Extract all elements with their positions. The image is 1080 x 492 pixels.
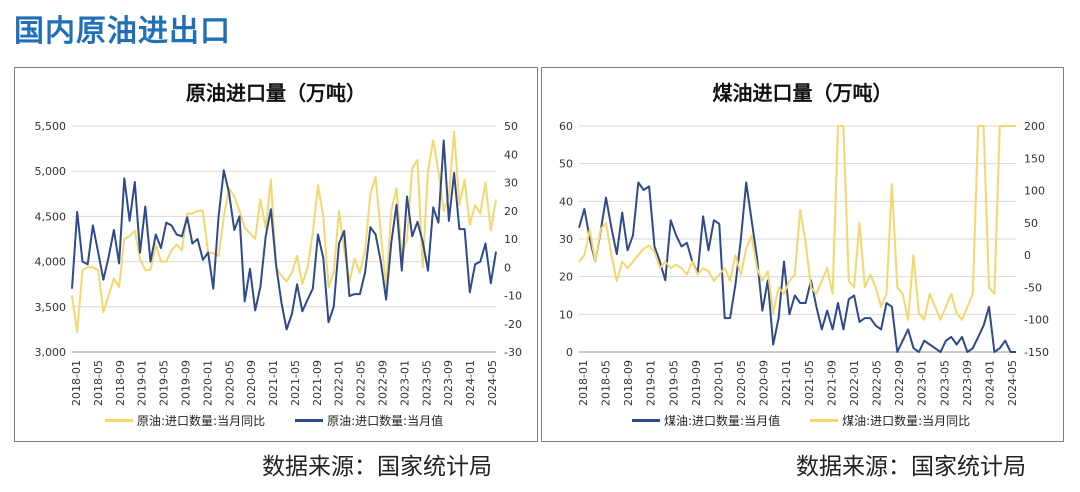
x-tick-label: 2018-09 — [114, 360, 127, 406]
y-right-tick-label: 150 — [1024, 152, 1045, 165]
y-right-tick-label: -100 — [1024, 314, 1049, 327]
y-right-tick-label: -30 — [504, 346, 522, 359]
x-tick-label: 2021-01 — [780, 360, 793, 406]
x-tick-label: 2021-01 — [267, 360, 280, 406]
y-right-tick-label: 0 — [1024, 249, 1031, 262]
x-tick-label: 2018-01 — [70, 360, 83, 406]
x-tick-label: 2022-09 — [377, 360, 390, 406]
y-right-tick-label: 20 — [504, 205, 518, 218]
x-tick-label: 2020-09 — [758, 360, 771, 406]
x-tick-label: 2022-01 — [333, 360, 346, 406]
legend-label-value: 原油:进口数量:当月值 — [327, 414, 444, 428]
y-right-tick-label: 50 — [1024, 217, 1038, 230]
y-right-tick-label: 50 — [504, 120, 518, 133]
legend-swatch-yoy — [105, 419, 133, 422]
chart-title: 原油进口量（万吨） — [186, 81, 366, 105]
legend-crude-oil: 原油:进口数量:当月同比 原油:进口数量:当月值 — [105, 412, 473, 429]
legend-label-yoy: 原油:进口数量:当月同比 — [137, 414, 266, 428]
chart-title: 煤油进口量（万吨） — [713, 81, 893, 105]
legend-label-yoy: 煤油:进口数量:当月同比 — [842, 414, 971, 428]
x-tick-label: 2024-01 — [464, 360, 477, 406]
x-tick-label: 2018-09 — [622, 360, 635, 406]
y-right-tick-label: 40 — [504, 148, 518, 161]
x-tick-label: 2019-09 — [690, 360, 703, 406]
x-tick-label: 2020-09 — [245, 360, 258, 406]
y-left-tick-label: 10 — [559, 308, 573, 321]
x-tick-label: 2024-05 — [486, 360, 499, 406]
x-tick-label: 2018-01 — [577, 360, 590, 406]
chart-panel-crude-oil: 原油进口量（万吨） 3,000 3,500 4,000 4,500 5,000 5,500 -… — [14, 67, 538, 442]
data-source-right: 数据来源：国家统计局 — [796, 454, 1026, 480]
y-right-tick-label: 100 — [1024, 185, 1045, 198]
x-tick-label: 2019-05 — [667, 360, 680, 406]
y-right-tick-label: 200 — [1024, 120, 1045, 133]
x-tick-label: 2023-01 — [916, 360, 929, 406]
y-left-tick-label: 4,500 — [35, 210, 67, 223]
x-tick-label: 2021-09 — [825, 360, 838, 406]
y-right-tick-label: -20 — [504, 318, 522, 331]
x-tick-label: 2020-01 — [712, 360, 725, 406]
y-left-tick-label: 3,500 — [35, 301, 67, 314]
x-tick-label: 2019-01 — [136, 360, 149, 406]
series-line-yoy — [578, 125, 1016, 321]
x-tick-label: 2023-05 — [938, 360, 951, 406]
x-tick-label: 2020-05 — [223, 360, 236, 406]
series-line-monthly-value — [71, 139, 497, 331]
legend-label-value: 煤油:进口数量:当月值 — [664, 414, 781, 428]
x-tick-label: 2020-01 — [201, 360, 214, 406]
x-tick-label: 2019-09 — [179, 360, 192, 406]
x-tick-label: 2019-05 — [158, 360, 171, 406]
legend-swatch-yoy — [810, 419, 839, 422]
y-left-tick-label: 0 — [566, 346, 573, 359]
y-left-tick-label: 30 — [559, 233, 573, 246]
x-tick-label: 2023-09 — [442, 360, 455, 406]
x-tick-label: 2023-09 — [961, 360, 974, 406]
y-left-tick-label: 5,000 — [35, 165, 67, 178]
y-left-tick-label: 5,500 — [35, 120, 67, 133]
x-tick-label: 2021-09 — [311, 360, 324, 406]
x-tick-label: 2018-05 — [600, 360, 613, 406]
x-tick-label: 2022-05 — [355, 360, 368, 406]
x-tick-label: 2021-05 — [803, 360, 816, 406]
y-right-tick-label: -150 — [1024, 346, 1049, 359]
chart-panel-kerosene: 煤油进口量（万吨） 0 10 20 30 40 50 60 -150 -100 -50 0 50 100 1… — [541, 67, 1064, 442]
x-tick-label: 2024-05 — [1006, 360, 1019, 406]
x-tick-label: 2023-01 — [398, 360, 411, 406]
y-left-tick-label: 4,000 — [35, 256, 67, 269]
x-tick-label: 2018-05 — [92, 360, 105, 406]
x-tick-label: 2021-05 — [289, 360, 302, 406]
x-tick-label: 2023-05 — [420, 360, 433, 406]
page-title: 国内原油进出口 — [14, 14, 231, 49]
legend-swatch-value — [295, 419, 324, 422]
crude-oil-import-chart: 原油进口量（万吨） 3,000 3,500 4,000 4,500 5,000 5,500 -… — [35, 81, 522, 406]
y-right-tick-label: 10 — [504, 233, 518, 246]
y-right-tick-label: -50 — [1024, 281, 1042, 294]
y-right-tick-label: 0 — [504, 261, 511, 274]
y-right-tick-label: -10 — [504, 290, 522, 303]
y-left-tick-label: 3,000 — [35, 346, 67, 359]
x-tick-label: 2024-01 — [983, 360, 996, 406]
y-left-tick-label: 40 — [559, 195, 573, 208]
x-tick-label: 2019-01 — [645, 360, 658, 406]
series-line-monthly-value — [578, 181, 1016, 353]
y-left-tick-label: 50 — [559, 158, 573, 171]
x-tick-label: 2020-05 — [735, 360, 748, 406]
kerosene-import-chart: 煤油进口量（万吨） 0 10 20 30 40 50 60 -150 -100 -50 0 50 100 1… — [559, 81, 1049, 406]
x-tick-label: 2022-05 — [871, 360, 884, 406]
y-right-tick-label: 30 — [504, 177, 518, 190]
y-left-tick-label: 60 — [559, 120, 573, 133]
x-tick-label: 2022-09 — [893, 360, 906, 406]
legend-kerosene: 煤油:进口数量:当月值 煤油:进口数量:当月同比 — [632, 412, 1000, 429]
series-line-yoy — [71, 130, 497, 334]
x-tick-label: 2022-01 — [848, 360, 861, 406]
data-source-left: 数据来源：国家统计局 — [262, 454, 492, 480]
legend-swatch-value — [632, 419, 660, 422]
y-left-tick-label: 20 — [559, 271, 573, 284]
